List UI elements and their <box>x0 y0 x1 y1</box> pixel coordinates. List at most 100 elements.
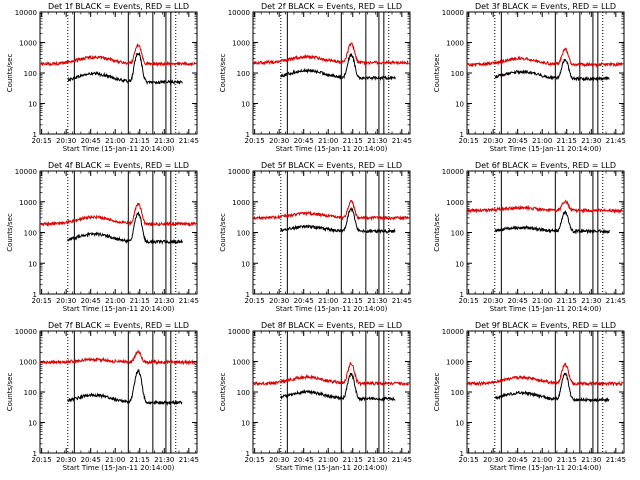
x-tick-label: 21:00 <box>318 297 338 305</box>
x-tick-label: 21:00 <box>532 297 552 305</box>
x-tick-label: 21:30 <box>154 297 174 305</box>
y-tick-label: 10 <box>455 260 464 268</box>
detector-panel: Det 1f BLACK = Events, RED = LLD Counts/s… <box>6 2 199 153</box>
y-tick-label: 1000 <box>446 359 464 367</box>
panel-title: Det 2f BLACK = Events, RED = LLD <box>261 2 402 11</box>
x-tick-label: 21:45 <box>606 137 626 145</box>
y-tick-label: 1 <box>246 131 250 139</box>
y-axis-label: Counts/sec <box>433 54 441 93</box>
y-tick-label: 100 <box>451 70 464 78</box>
y-tick-label: 100 <box>24 230 37 238</box>
x-tick-label: 21:45 <box>392 297 412 305</box>
x-tick-label: 20:45 <box>508 456 528 464</box>
x-axis-label: Start Time (15-Jan-11 20:14:00) <box>490 145 602 153</box>
series-lld-line <box>466 362 623 387</box>
y-tick-label: 10000 <box>228 328 250 336</box>
y-tick-label: 10 <box>28 260 37 268</box>
y-tick-label: 1000 <box>232 359 250 367</box>
y-tick-label: 1 <box>246 450 250 458</box>
x-tick-label: 20:30 <box>56 456 76 464</box>
series-lld-line <box>253 42 409 66</box>
x-tick-label: 20:30 <box>269 297 289 305</box>
x-tick-label: 20:45 <box>81 137 101 145</box>
y-tick-label: 10 <box>241 101 250 109</box>
x-tick-label: 20:30 <box>483 137 503 145</box>
detector-panel: Det 9f BLACK = Events, RED = LLD Counts/s… <box>433 321 626 472</box>
y-tick-label: 1 <box>246 291 250 299</box>
x-axis-label: Start Time (15-Jan-11 20:14:00) <box>63 464 175 472</box>
y-tick-label: 1 <box>33 131 37 139</box>
detector-panel: Det 3f BLACK = Events, RED = LLD Counts/s… <box>433 2 626 153</box>
y-tick-label: 10 <box>455 101 464 109</box>
plot-frame <box>39 170 198 295</box>
x-tick-label: 21:15 <box>130 456 150 464</box>
y-axis-label: Counts/sec <box>219 54 227 93</box>
y-tick-label: 1000 <box>446 199 464 207</box>
x-tick-label: 21:00 <box>318 137 338 145</box>
series-events-line <box>280 206 396 235</box>
plot-frame <box>466 330 625 454</box>
x-tick-label: 21:30 <box>581 137 601 145</box>
y-tick-label: 100 <box>24 70 37 78</box>
x-tick-label: 21:45 <box>179 137 199 145</box>
x-tick-label: 21:30 <box>154 137 174 145</box>
x-tick-label: 21:00 <box>532 137 552 145</box>
x-tick-label: 20:45 <box>81 297 101 305</box>
x-tick-label: 21:30 <box>367 456 387 464</box>
x-tick-label: 21:15 <box>557 137 577 145</box>
series-events-line <box>494 58 610 82</box>
panel-title: Det 1f BLACK = Events, RED = LLD <box>48 2 189 11</box>
y-tick-label: 10000 <box>442 328 464 336</box>
series-events-line <box>280 372 396 403</box>
y-tick-label: 10000 <box>442 168 464 176</box>
x-tick-label: 21:00 <box>105 137 125 145</box>
y-tick-label: 10000 <box>15 168 37 176</box>
x-tick-label: 21:30 <box>581 456 601 464</box>
panel-title: Det 5f BLACK = Events, RED = LLD <box>261 161 402 170</box>
series-lld-line <box>39 202 196 228</box>
panel-title: Det 7f BLACK = Events, RED = LLD <box>48 321 189 330</box>
x-axis-label: Start Time (15-Jan-11 20:14:00) <box>276 305 388 313</box>
x-tick-label: 21:30 <box>367 137 387 145</box>
y-tick-label: 10000 <box>15 328 37 336</box>
x-tick-label: 21:15 <box>343 456 363 464</box>
x-tick-label: 20:15 <box>32 137 52 145</box>
plot-frame <box>466 11 625 135</box>
x-tick-label: 21:00 <box>532 456 552 464</box>
panel-title: Det 4f BLACK = Events, RED = LLD <box>48 161 189 170</box>
x-axis-label: Start Time (15-Jan-11 20:14:00) <box>276 464 388 472</box>
x-tick-label: 21:45 <box>392 456 412 464</box>
x-tick-label: 20:15 <box>459 137 479 145</box>
y-axis-label: Counts/sec <box>6 54 14 93</box>
panel-title: Det 8f BLACK = Events, RED = LLD <box>261 321 402 330</box>
x-tick-label: 20:30 <box>269 456 289 464</box>
x-tick-label: 21:00 <box>105 297 125 305</box>
x-tick-label: 20:45 <box>81 456 101 464</box>
x-axis-label: Start Time (15-Jan-11 20:14:00) <box>490 305 602 313</box>
y-tick-label: 1000 <box>446 40 464 48</box>
y-tick-label: 10 <box>28 101 37 109</box>
y-tick-label: 10000 <box>228 9 250 17</box>
y-axis-label: Counts/sec <box>6 373 14 412</box>
x-tick-label: 21:45 <box>606 456 626 464</box>
y-tick-label: 100 <box>237 70 250 78</box>
x-tick-label: 21:15 <box>343 137 363 145</box>
x-tick-label: 20:45 <box>508 297 528 305</box>
detector-panel: Det 7f BLACK = Events, RED = LLD Counts/s… <box>6 321 199 472</box>
series-events-line <box>67 51 183 86</box>
detector-panel: Det 5f BLACK = Events, RED = LLD Counts/s… <box>219 161 412 313</box>
x-tick-label: 20:45 <box>294 137 314 145</box>
y-tick-label: 1000 <box>19 199 37 207</box>
series-events-line <box>67 368 183 407</box>
detector-panel: Det 6f BLACK = Events, RED = LLD Counts/s… <box>433 161 626 313</box>
y-tick-label: 10000 <box>15 9 37 17</box>
x-tick-label: 21:45 <box>606 297 626 305</box>
x-tick-label: 21:15 <box>130 297 150 305</box>
x-tick-label: 20:15 <box>459 456 479 464</box>
x-tick-label: 21:45 <box>392 137 412 145</box>
detector-panel: Det 8f BLACK = Events, RED = LLD Counts/s… <box>219 321 412 472</box>
y-tick-label: 10000 <box>228 168 250 176</box>
series-events-line <box>494 372 610 404</box>
series-lld-line <box>466 47 623 68</box>
x-tick-label: 21:30 <box>367 297 387 305</box>
